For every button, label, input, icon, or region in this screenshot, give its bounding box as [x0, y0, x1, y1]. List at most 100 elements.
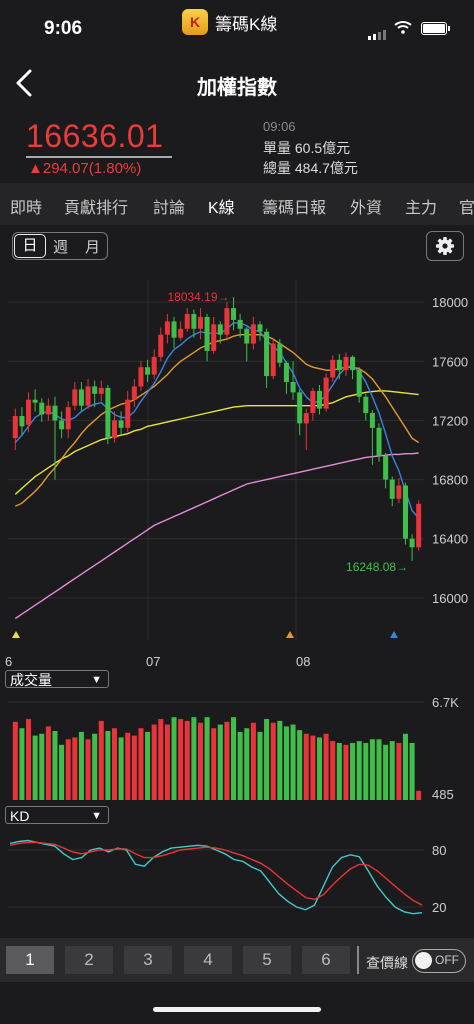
candle-body	[350, 356, 356, 371]
battery-icon	[421, 22, 450, 35]
tab-kline[interactable]: K線	[208, 200, 235, 217]
d-line	[9, 841, 423, 906]
total-volume: 總量 484.7億元	[263, 160, 358, 176]
volume-bar	[158, 719, 164, 800]
dropdown-arrow-icon: ▼	[91, 810, 102, 822]
candle-body	[158, 334, 164, 357]
preset-button-5[interactable]: 5	[243, 946, 291, 974]
volume-bar	[237, 731, 243, 800]
status-bar	[0, 0, 474, 56]
candle-body	[376, 427, 382, 456]
volume-bar	[92, 733, 98, 800]
volume-bar	[85, 739, 91, 800]
candle-body	[111, 420, 118, 439]
price-change: ▲294.07(1.80%)	[28, 160, 142, 177]
candle-body	[224, 308, 230, 335]
marker-triangle-icon	[12, 631, 20, 638]
gear-icon	[436, 237, 454, 255]
toggle-knob	[415, 952, 432, 969]
preset-button-2[interactable]: 2	[65, 946, 113, 974]
candle-body	[59, 420, 65, 430]
period-week[interactable]: 週	[53, 239, 69, 256]
volume-bar	[383, 744, 389, 800]
candle-body	[231, 308, 237, 320]
preset-button-6[interactable]: 6	[302, 946, 350, 974]
volume-bar	[19, 728, 25, 800]
settings-button[interactable]	[426, 231, 464, 261]
candle-body	[237, 319, 243, 329]
volume-bar	[138, 728, 144, 800]
volume-bar	[343, 744, 349, 800]
volume-chart[interactable]: 6.7K 485	[0, 690, 474, 802]
toolbar-divider	[357, 946, 359, 974]
candle-body	[250, 324, 256, 344]
chevron-left-icon[interactable]	[10, 66, 40, 100]
candle-body	[310, 390, 316, 414]
preset-button-1[interactable]: 1	[6, 946, 54, 974]
x-tick-label: 6	[5, 654, 12, 669]
candle-body	[303, 413, 309, 424]
volume-bar	[402, 733, 408, 800]
candle-body	[52, 405, 58, 421]
candle-body	[389, 479, 395, 499]
candle-body	[330, 359, 336, 378]
x-tick-label: 07	[146, 654, 160, 669]
tab-chip-daily[interactable]: 籌碼日報	[262, 200, 327, 217]
candle-body	[178, 328, 184, 338]
volume-bar	[250, 722, 256, 800]
tab-contribution[interactable]: 貢獻排行	[64, 200, 129, 217]
kd-chart[interactable]: 80 20	[0, 826, 474, 934]
volume-bar	[39, 733, 45, 800]
volume-bar	[184, 720, 190, 800]
volume-bar	[197, 722, 203, 800]
kd-indicator-select[interactable]: KD ▼	[5, 806, 109, 824]
volume-bar	[191, 717, 197, 800]
candle-body	[363, 396, 369, 414]
volume-bar	[26, 719, 32, 800]
candle-body	[39, 402, 45, 415]
volume-indicator-select[interactable]: 成交量 ▼	[5, 670, 109, 688]
candle-body	[19, 416, 25, 427]
candle-body	[416, 503, 422, 548]
volume-bar	[350, 742, 356, 800]
volume-bar	[363, 742, 369, 800]
volume-bar	[32, 735, 38, 800]
preset-button-3[interactable]: 3	[124, 946, 172, 974]
dropdown-arrow-icon: ▼	[91, 674, 102, 686]
period-month[interactable]: 月	[85, 239, 101, 256]
tab-discussion[interactable]: 討論	[153, 200, 186, 217]
volume-bar	[98, 720, 104, 800]
volume-bar	[65, 739, 71, 800]
preset-button-4[interactable]: 4	[184, 946, 232, 974]
volume-bar	[217, 724, 223, 800]
price-line-toggle[interactable]: OFF	[412, 949, 466, 973]
page-title: 加權指數	[197, 77, 277, 99]
volume-bar	[257, 731, 263, 800]
candle-body	[151, 356, 157, 375]
candle-body	[164, 321, 170, 335]
nav-bar	[0, 56, 474, 111]
volume-bar	[409, 742, 415, 800]
candle-body	[138, 367, 144, 387]
volume-bar	[111, 728, 118, 800]
volume-bar	[270, 722, 276, 800]
candle-body	[257, 324, 263, 332]
low-annotation: 16248.08→	[346, 560, 408, 574]
candle-body	[26, 399, 32, 425]
tab-foreign[interactable]: 外資	[350, 200, 383, 217]
volume-bar	[164, 724, 170, 800]
volume-bar	[316, 737, 323, 800]
kline-chart[interactable]: 18000 17600 17200 16800 16400 16000 18034.19→ 1…	[0, 270, 474, 670]
period-day[interactable]: 日	[14, 234, 46, 258]
tab-main-force[interactable]: 主力	[405, 200, 438, 217]
tab-bar: 即時 貢獻排行 討論 K線 籌碼日報 外資 主力 官	[0, 183, 474, 225]
volume-bar	[416, 790, 422, 800]
volume-bar	[52, 731, 58, 800]
candle-body	[264, 331, 270, 377]
tab-realtime[interactable]: 即時	[10, 200, 43, 217]
candle-body	[32, 399, 38, 403]
candle-body	[402, 485, 408, 539]
tab-more[interactable]: 官	[459, 200, 474, 217]
candle-body	[383, 455, 389, 480]
app-name: 籌碼K線	[215, 15, 278, 34]
